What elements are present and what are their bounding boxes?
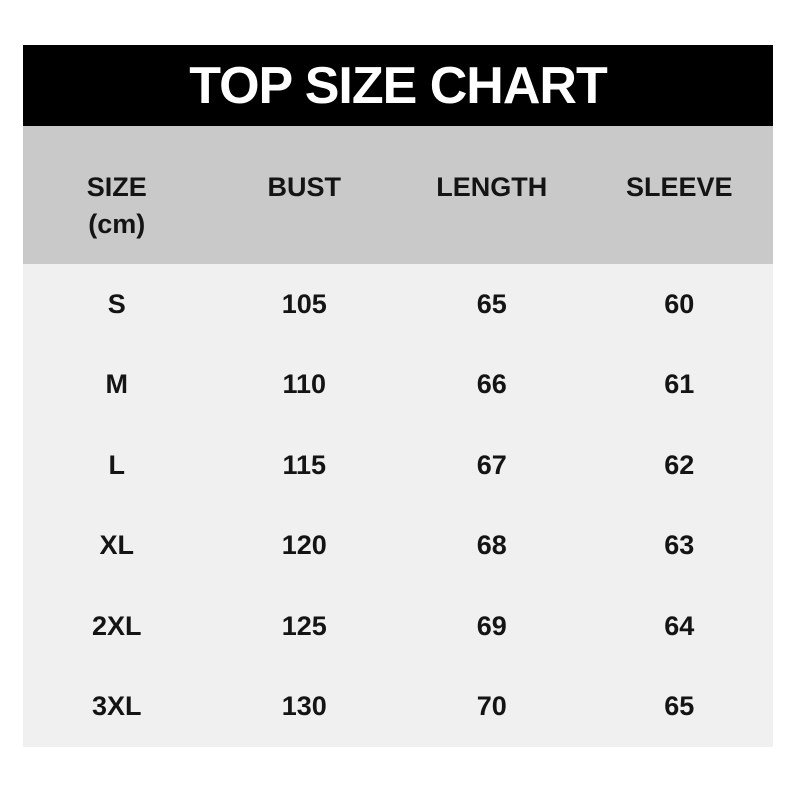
cell-size: L <box>108 449 126 480</box>
table-header-row: SIZE (cm) BUST LENGTH SLEEVE <box>23 126 773 264</box>
cell-sleeve: 62 <box>664 449 695 480</box>
cell-bust: 125 <box>281 610 327 641</box>
cell-sleeve: 60 <box>664 288 695 319</box>
cell-length: 70 <box>476 691 507 722</box>
cell-length: 65 <box>476 288 507 319</box>
cell-bust: 110 <box>282 369 327 400</box>
cell-sleeve: 63 <box>664 530 695 561</box>
cell-bust: 115 <box>282 449 327 480</box>
column-header-size: SIZE (cm) <box>23 126 211 264</box>
title-bar: TOP SIZE CHART <box>23 45 773 126</box>
cell-bust: 105 <box>281 288 327 319</box>
cell-size: M <box>105 369 129 400</box>
cell-length: 69 <box>476 610 507 641</box>
column-header-length: LENGTH <box>436 172 548 202</box>
cell-bust: 120 <box>281 530 327 561</box>
cell-sleeve: 64 <box>664 610 695 641</box>
size-chart-table: TOP SIZE CHART SIZE (cm) BUST LENGTH SLE… <box>23 45 773 747</box>
cell-size: 2XL <box>91 610 142 641</box>
cell-bust: 130 <box>281 691 327 722</box>
column-header-size-unit: (cm) <box>88 209 146 239</box>
table-body: S 105 65 60 M 110 66 61 L 115 67 62 XL 1… <box>23 264 773 747</box>
cell-size: XL <box>99 530 134 561</box>
column-header-size-label: SIZE <box>86 172 147 202</box>
cell-length: 67 <box>476 449 507 480</box>
cell-size: 3XL <box>91 691 142 722</box>
cell-size: S <box>107 288 126 319</box>
cell-length: 68 <box>476 530 507 561</box>
cell-sleeve: 61 <box>664 369 695 400</box>
cell-sleeve: 65 <box>664 691 695 722</box>
chart-title: TOP SIZE CHART <box>189 56 607 115</box>
cell-length: 66 <box>476 369 507 400</box>
column-header-bust: BUST <box>267 172 342 202</box>
column-header-sleeve: SLEEVE <box>625 172 733 202</box>
